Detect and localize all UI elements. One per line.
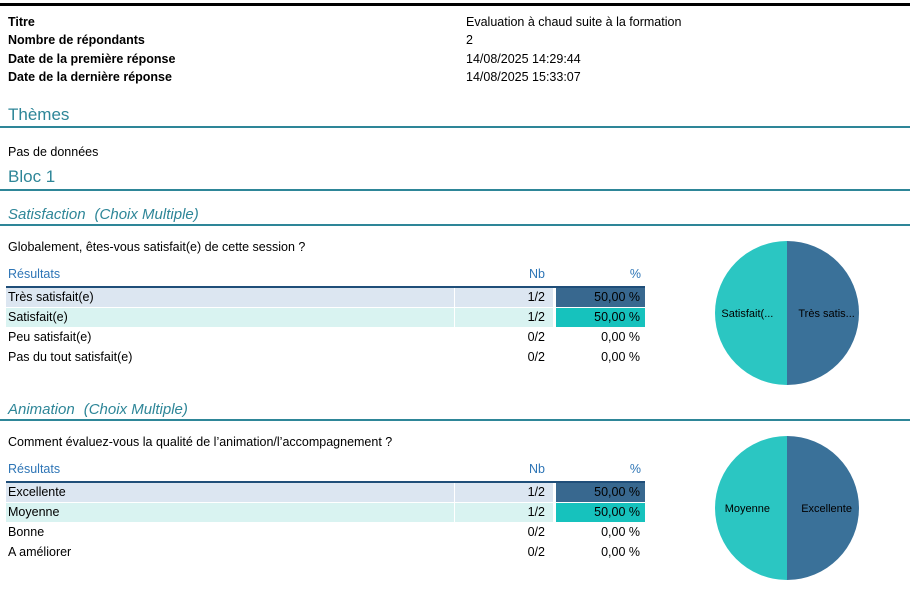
pie-slice-label: Excellente	[801, 503, 852, 515]
meta-value: 14/08/2025 14:29:44	[466, 51, 581, 66]
nb-value: 1/2	[455, 308, 553, 327]
top-divider	[0, 3, 910, 6]
nb-column-header: Nb	[529, 462, 545, 476]
block-divider	[0, 419, 910, 421]
block-title-text: Animation	[8, 401, 75, 418]
meta-value: 14/08/2025 15:33:07	[466, 70, 581, 85]
question-text: Comment évaluez-vous la qualité de l’ani…	[8, 435, 393, 449]
meta-label: Titre	[8, 15, 35, 29]
pct-column-header: %	[629, 267, 641, 281]
block-title-text: Satisfaction	[8, 206, 86, 223]
bloc1-section-title: Bloc 1	[8, 167, 56, 186]
pie-slice-label: Satisfait(...	[721, 308, 773, 320]
result-label: Moyenne	[6, 503, 454, 522]
pct-value: 50,00 %	[556, 288, 645, 307]
pie-slice	[715, 436, 787, 580]
nb-value: 0/2	[527, 525, 545, 539]
table-header-underline	[6, 286, 645, 288]
pct-value: 50,00 %	[556, 308, 645, 327]
nb-value: 1/2	[455, 503, 553, 522]
pie-slice	[715, 241, 787, 385]
bloc1-divider	[0, 189, 910, 191]
result-label: Très satisfait(e)	[6, 288, 454, 307]
block-divider	[0, 224, 910, 226]
pct-value: 0,00 %	[601, 350, 640, 364]
meta-value: Evaluation à chaud suite à la formation	[466, 15, 682, 29]
block-title: Animation (Choix Multiple)	[8, 401, 188, 418]
result-label: Satisfait(e)	[6, 308, 454, 327]
pie-slice	[787, 436, 859, 580]
pct-value: 0,00 %	[601, 330, 640, 344]
nb-value: 1/2	[455, 483, 553, 502]
themes-section-title: Thèmes	[8, 105, 70, 124]
nb-value: 0/2	[527, 330, 545, 344]
pct-value: 0,00 %	[601, 545, 640, 559]
pct-column-header: %	[629, 462, 641, 476]
question-text: Globalement, êtes-vous satisfait(e) de c…	[8, 240, 306, 254]
result-label: A améliorer	[8, 545, 72, 559]
block-title: Satisfaction (Choix Multiple)	[8, 206, 199, 223]
nb-value: 0/2	[527, 350, 545, 364]
result-label: Bonne	[8, 525, 45, 539]
meta-label: Nombre de répondants	[8, 33, 145, 48]
pie-slice	[787, 241, 859, 385]
pct-value: 50,00 %	[556, 503, 645, 522]
table-header-underline	[6, 481, 645, 483]
meta-value: 2	[466, 33, 473, 48]
themes-divider	[0, 126, 910, 128]
result-label: Peu satisfait(e)	[8, 330, 92, 344]
result-label: Excellente	[6, 483, 454, 502]
results-column-header: Résultats	[8, 267, 61, 281]
pct-value: 0,00 %	[601, 525, 640, 539]
pie-slice-label: Moyenne	[725, 503, 770, 515]
block-title-suffix: (Choix Multiple)	[94, 206, 199, 223]
block-title-suffix: (Choix Multiple)	[83, 401, 188, 418]
result-label: Pas du tout satisfait(e)	[8, 350, 133, 364]
nb-column-header: Nb	[529, 267, 545, 281]
meta-label: Date de la première réponse	[8, 51, 176, 66]
no-data-text: Pas de données	[8, 145, 99, 159]
pct-value: 50,00 %	[556, 483, 645, 502]
pie-chart: Très satis... Satisfait(...	[715, 241, 859, 385]
pie-slice-label: Très satis...	[798, 308, 854, 320]
pie-chart: Excellente Moyenne	[715, 436, 859, 580]
nb-value: 0/2	[527, 545, 545, 559]
results-column-header: Résultats	[8, 462, 61, 476]
nb-value: 1/2	[455, 288, 553, 307]
meta-label: Date de la dernière réponse	[8, 70, 172, 85]
